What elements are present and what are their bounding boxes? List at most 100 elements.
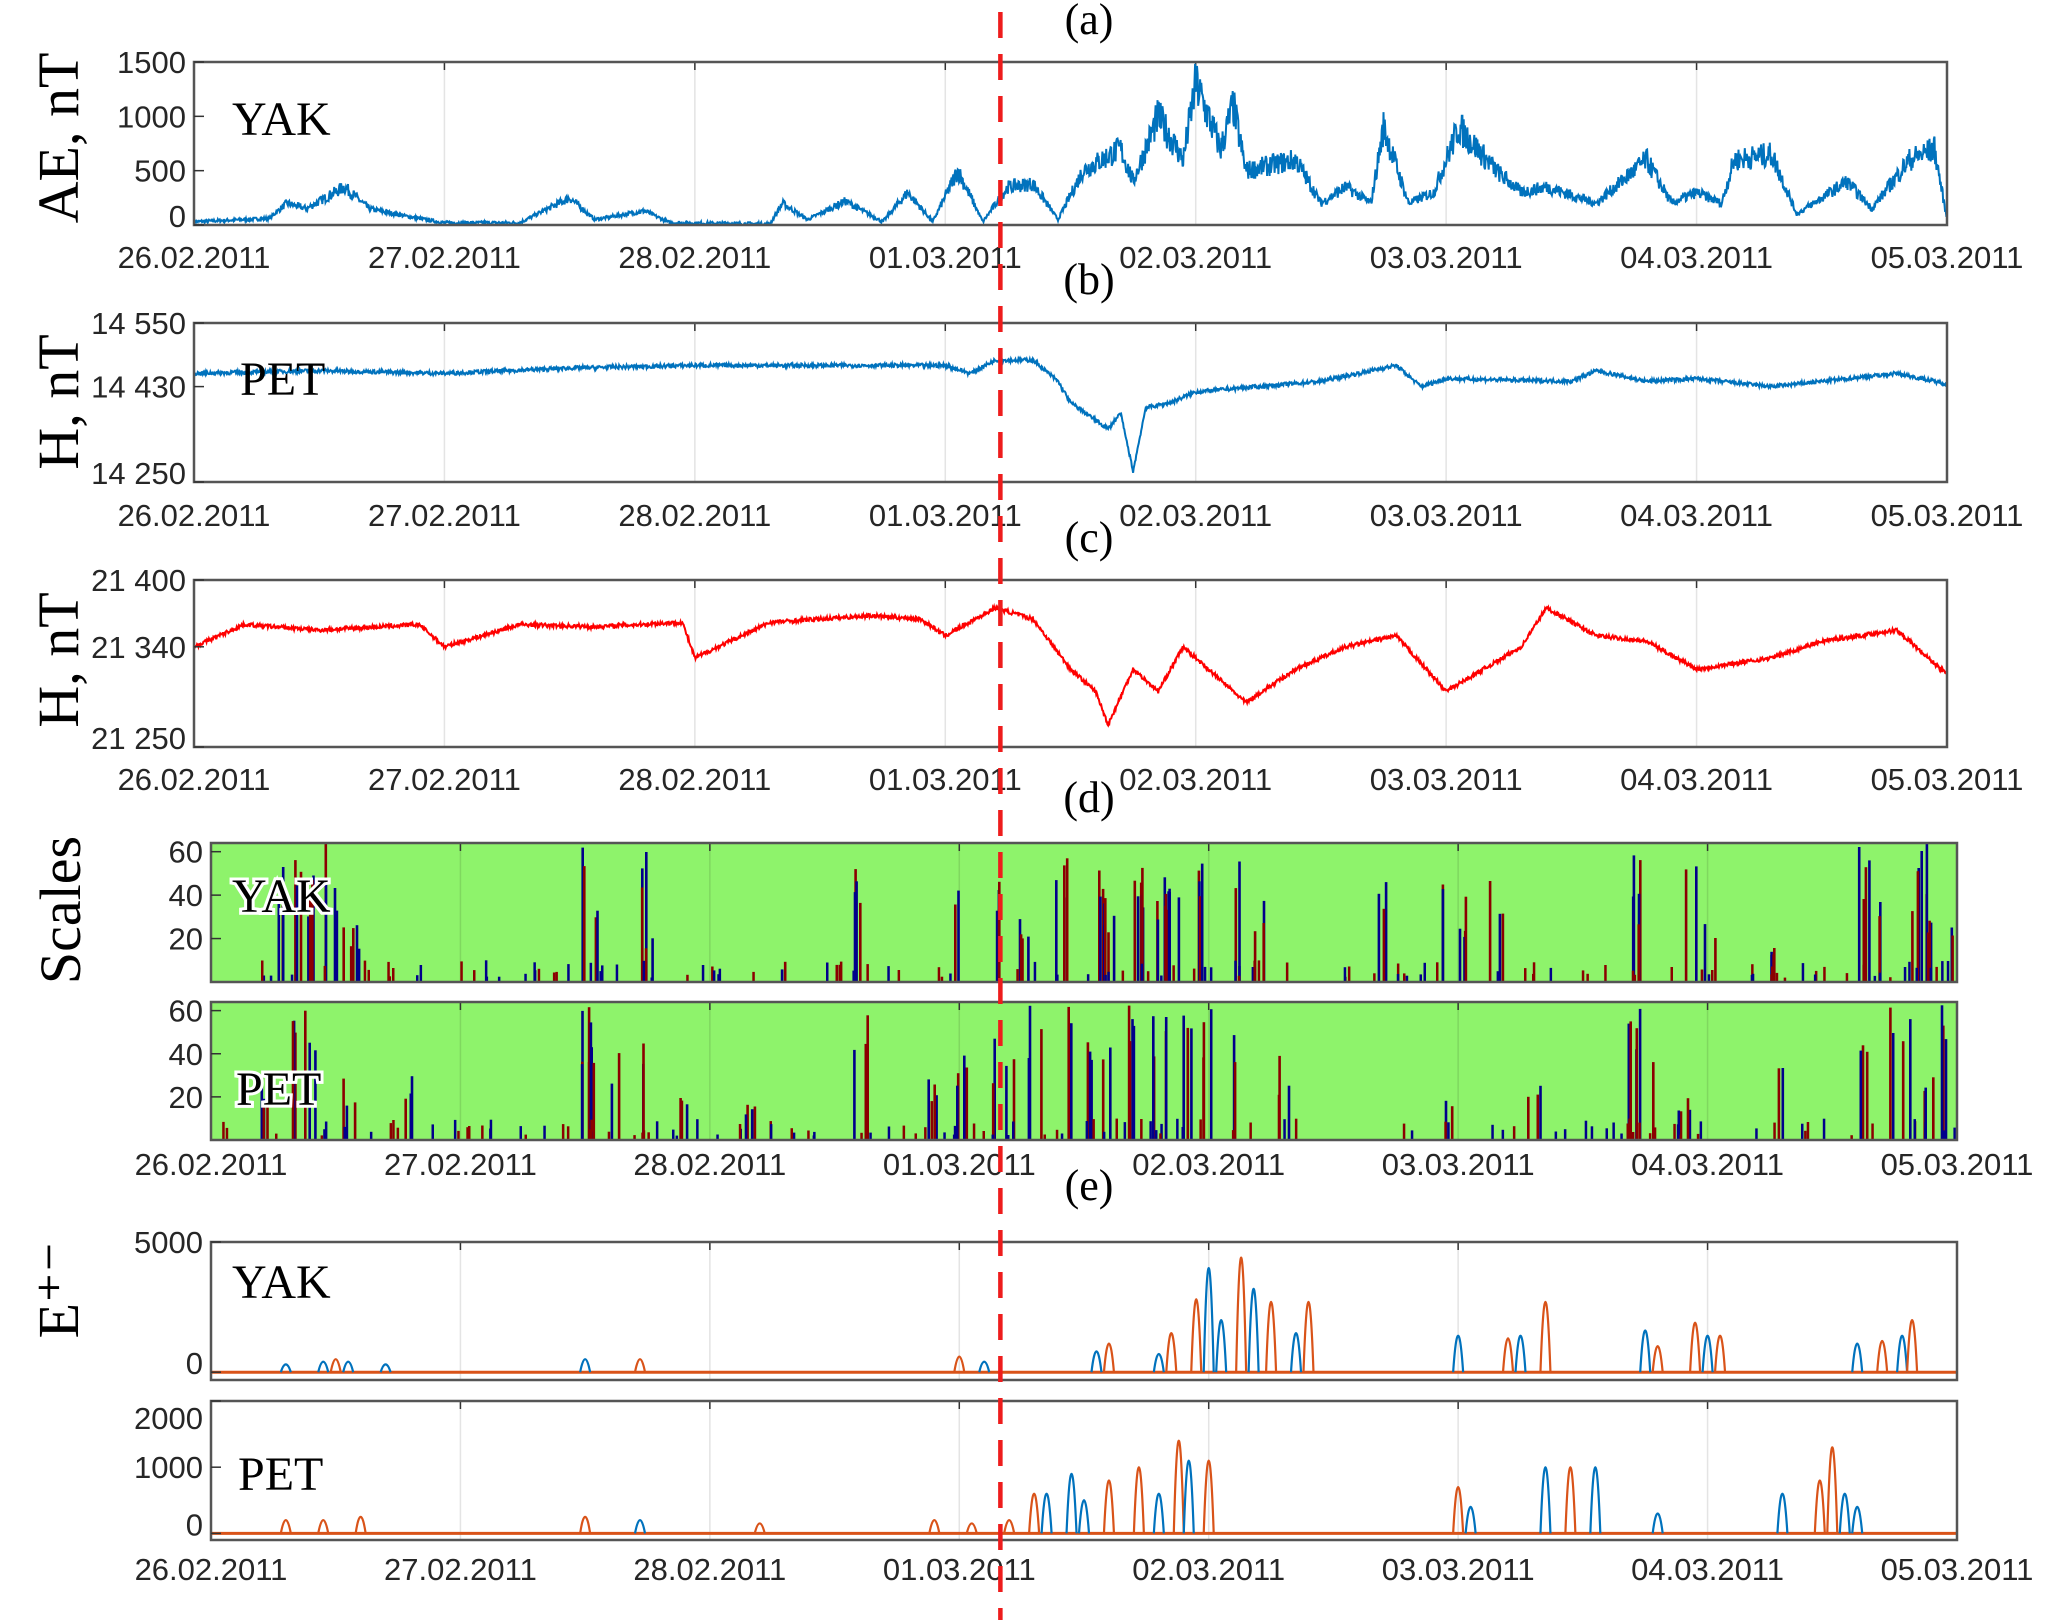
energy-peak	[1190, 1298, 1203, 1373]
axes-frame	[209, 1240, 1959, 1382]
y-tick-label: 60	[169, 994, 203, 1029]
x-tick-label: 05.03.2011	[1871, 762, 2024, 797]
x-tick-label: 03.03.2011	[1370, 240, 1523, 275]
scale-stripe	[1944, 1039, 1948, 1140]
scale-stripe	[484, 960, 488, 982]
scale-stripe	[718, 968, 722, 982]
scale-stripe	[957, 890, 960, 982]
y-axis-label: Scales	[28, 836, 93, 984]
station-label: PET	[240, 353, 325, 406]
scale-stripe	[1450, 1106, 1454, 1140]
scale-stripe	[1112, 915, 1116, 982]
scale-stripe	[1423, 962, 1426, 982]
scale-stripe	[633, 1135, 636, 1140]
scale-stripe	[647, 1132, 650, 1140]
x-tick-label: 27.02.2011	[384, 1147, 537, 1182]
scale-stripe	[1926, 932, 1930, 982]
scale-stripe	[972, 1123, 976, 1140]
scale-stripe	[537, 968, 541, 982]
scale-stripe	[1238, 966, 1241, 982]
panel-e2: 0 1000 2000 PET 26.02.2011 27.02.2011 28.02.20…	[134, 1399, 2033, 1587]
y-tick-label: 0	[186, 1507, 203, 1542]
x-tick-label: 03.03.2011	[1382, 1147, 1535, 1182]
scale-stripe	[1590, 1126, 1594, 1140]
scale-stripe	[1549, 967, 1553, 982]
energy-peak	[1247, 1287, 1260, 1373]
scale-stripe	[1586, 973, 1589, 982]
scale-stripe	[1771, 966, 1774, 982]
scale-stripe	[1652, 1062, 1655, 1140]
scale-stripe	[323, 1129, 326, 1140]
energy-peak	[1003, 1519, 1016, 1534]
scale-stripe	[335, 910, 339, 982]
scale-stripe	[1056, 974, 1059, 982]
scale-stripe	[645, 852, 648, 982]
scale-stripe	[610, 1083, 614, 1140]
scale-stripe	[1639, 860, 1642, 982]
scale-stripe	[1027, 936, 1030, 982]
scale-stripe	[269, 975, 273, 982]
scale-stripe	[927, 1079, 930, 1140]
scale-stripe	[1102, 1131, 1106, 1140]
scale-stripe	[1231, 1130, 1235, 1140]
y-tick-label: 1000	[117, 99, 186, 134]
scale-stripe	[1294, 1118, 1298, 1140]
scale-stripe	[299, 871, 303, 982]
scale-stripe	[1277, 1094, 1281, 1140]
scale-stripe	[1631, 970, 1635, 982]
x-tick-label: 04.03.2011	[1620, 498, 1773, 533]
scale-stripe	[473, 970, 476, 982]
scale-stripe	[1149, 1121, 1152, 1140]
x-tick-label: 03.03.2011	[1370, 762, 1523, 797]
energy-peak	[1289, 1332, 1303, 1373]
scale-stripe	[1924, 1087, 1927, 1140]
energy-peak	[1501, 1337, 1515, 1373]
scale-stripe	[965, 1067, 969, 1140]
scale-stripe	[826, 962, 829, 982]
scale-stripe	[859, 902, 862, 982]
scale-stripe	[1604, 965, 1607, 982]
scale-stripe	[1347, 966, 1351, 982]
x-tick-label: 01.03.2011	[883, 1552, 1036, 1587]
energy-peak	[279, 1363, 292, 1373]
scale-stripe	[352, 928, 355, 982]
scale-stripe	[1133, 880, 1137, 982]
scale-stripe	[1262, 923, 1265, 982]
scale-stripe	[1916, 871, 1920, 982]
scale-stripe	[1935, 966, 1938, 982]
energy-peak	[1639, 1329, 1652, 1373]
scale-stripe	[839, 961, 843, 982]
energy-peak	[1514, 1334, 1527, 1373]
scale-stripe	[460, 961, 463, 982]
scale-stripe	[1946, 961, 1950, 982]
scale-stripe	[1021, 938, 1024, 982]
scale-stripe	[675, 1135, 679, 1140]
energy-peak	[965, 1522, 978, 1534]
scale-stripe	[1527, 1096, 1530, 1140]
scale-stripe	[1773, 1122, 1776, 1140]
data-layer	[261, 843, 1954, 982]
scale-stripe	[1862, 964, 1865, 982]
data-layer	[194, 355, 1947, 473]
scale-stripe	[481, 1125, 484, 1140]
y-tick-label: 14 550	[91, 306, 186, 341]
scale-stripe	[1233, 1062, 1237, 1140]
scale-stripe	[524, 973, 527, 982]
scale-stripe	[1864, 867, 1868, 982]
energy-peak	[1235, 1256, 1248, 1373]
scale-stripe	[1199, 1119, 1202, 1140]
scale-stripe	[1563, 1129, 1567, 1140]
y-tick-label: 21 250	[91, 721, 186, 756]
scale-stripe	[1382, 908, 1386, 982]
scale-stripe	[937, 967, 941, 982]
scale-stripe	[1257, 960, 1261, 982]
y-tick-label: 1000	[134, 1450, 203, 1485]
x-tick-label: 28.02.2011	[618, 762, 771, 797]
scale-stripe	[1463, 936, 1466, 982]
scale-stripe	[1524, 968, 1527, 982]
scale-stripe	[387, 961, 390, 982]
scale-stripe	[1920, 851, 1923, 982]
scale-stripe	[555, 971, 558, 982]
scale-stripe	[864, 1043, 868, 1140]
scale-stripe	[453, 1119, 457, 1140]
